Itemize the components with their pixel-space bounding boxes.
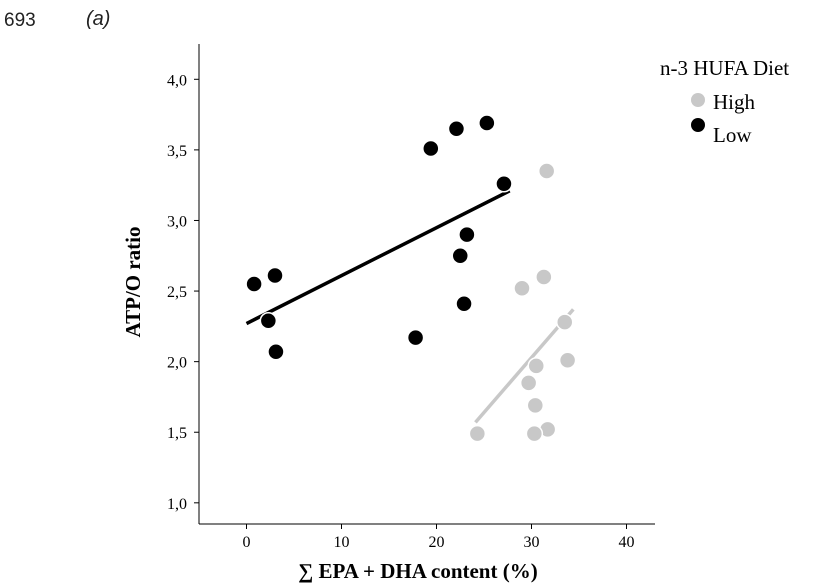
legend-marker-low — [691, 118, 705, 132]
x-tick-label: 0 — [243, 534, 251, 551]
data-point-high — [556, 313, 574, 331]
data-point-low — [259, 311, 278, 330]
fit-line-high — [474, 308, 575, 424]
data-point-low — [447, 119, 466, 138]
data-points — [245, 114, 577, 443]
data-point-low — [495, 175, 513, 193]
data-point-high — [468, 424, 487, 443]
data-point-high — [535, 268, 553, 286]
data-point-low — [267, 343, 285, 361]
panel-label: (a) — [86, 8, 111, 30]
data-point-high — [537, 162, 556, 180]
data-point-low — [478, 114, 496, 132]
line-number: 693 — [4, 10, 36, 31]
data-point-low — [458, 225, 476, 244]
fit-line-low — [245, 189, 511, 326]
x-axis-title: ∑ EPA + DHA content (%) — [298, 559, 537, 583]
y-tick-label: 3,5 — [167, 143, 187, 160]
y-axis-title: ATP/O ratio — [121, 226, 145, 337]
y-tick-label: 4,0 — [167, 72, 187, 89]
data-point-low — [455, 295, 473, 313]
legend-label-high: High — [713, 90, 756, 114]
tick-group: 1,0 1,5 2,0 2,5 3,0 3,5 4,0 0 10 20 30 40 — [167, 72, 635, 551]
x-tick-label: 10 — [334, 534, 350, 551]
data-point-low — [245, 275, 263, 293]
data-point-high — [527, 357, 545, 375]
data-point-low — [451, 247, 469, 265]
y-tick-label: 2,5 — [167, 284, 187, 301]
axes — [198, 44, 655, 525]
data-point-high — [525, 424, 544, 443]
data-point-high — [558, 351, 577, 369]
data-point-high — [519, 374, 538, 392]
data-point-high — [526, 396, 545, 415]
legend-label-low: Low — [713, 123, 752, 147]
x-tick-label: 40 — [619, 534, 635, 551]
x-tick-label: 30 — [524, 534, 540, 551]
y-tick-label: 1,5 — [167, 425, 187, 442]
fit-lines — [245, 189, 575, 424]
legend-marker-high — [691, 93, 705, 107]
data-point-low — [422, 139, 440, 158]
y-tick-label: 1,0 — [167, 496, 187, 513]
y-tick-label: 2,0 — [167, 355, 187, 372]
data-point-high — [513, 279, 531, 297]
y-tick-label: 3,0 — [167, 213, 187, 230]
data-point-low — [266, 266, 284, 285]
legend-title: n-3 HUFA Diet — [660, 56, 789, 80]
data-point-low — [406, 328, 425, 347]
legend: n-3 HUFA Diet High Low — [660, 56, 789, 147]
x-tick-label: 20 — [429, 534, 445, 551]
